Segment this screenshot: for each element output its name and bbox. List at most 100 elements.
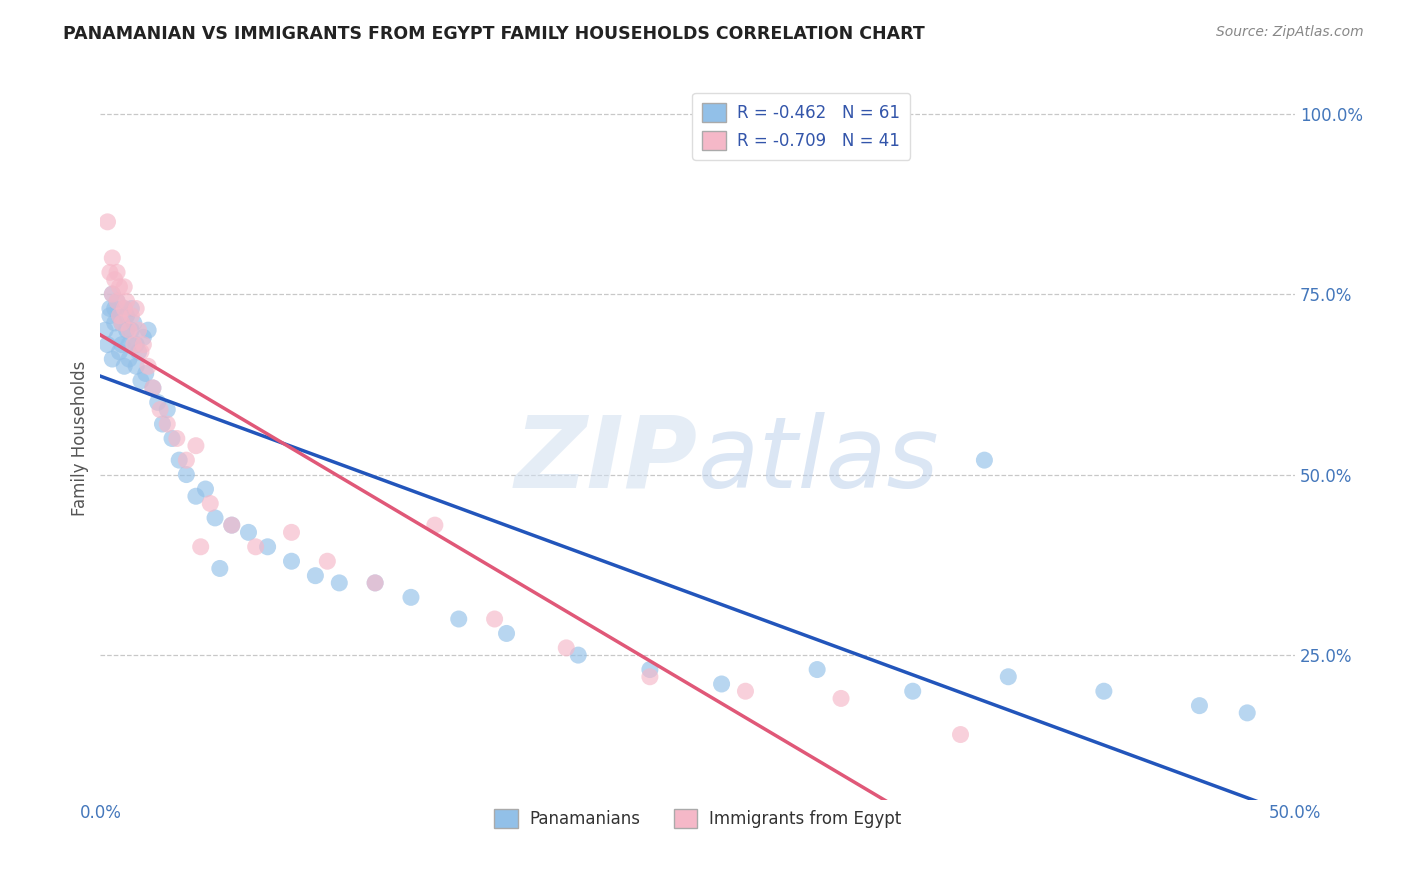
Point [830, 691, 852, 706]
Point [316, 554, 339, 568]
Point [949, 727, 972, 741]
Point [160, 432, 183, 446]
Point [129, 374, 152, 388]
Point [98, 301, 121, 316]
Point [152, 417, 174, 431]
Point [135, 367, 157, 381]
Point [136, 323, 159, 337]
Point [128, 344, 150, 359]
Point [973, 453, 995, 467]
Point [166, 432, 188, 446]
Point [184, 489, 207, 503]
Point [96, 337, 118, 351]
Point [221, 518, 243, 533]
Point [997, 670, 1019, 684]
Point [238, 525, 260, 540]
Point [1092, 684, 1115, 698]
Point [111, 316, 134, 330]
Point [120, 323, 142, 337]
Point [101, 352, 124, 367]
Point [128, 323, 150, 337]
Point [142, 381, 165, 395]
Point [125, 301, 148, 316]
Point [200, 496, 222, 510]
Point [194, 482, 217, 496]
Point [638, 670, 661, 684]
Point [638, 663, 661, 677]
Point [111, 316, 134, 330]
Point [122, 337, 145, 351]
Point [176, 453, 198, 467]
Point [167, 453, 190, 467]
Point [118, 352, 141, 367]
Point [149, 402, 172, 417]
Point [104, 272, 127, 286]
Point [120, 301, 142, 316]
Point [105, 294, 128, 309]
Point [806, 663, 828, 677]
Point [328, 575, 350, 590]
Point [156, 417, 179, 431]
Point [156, 402, 179, 417]
Point [204, 511, 226, 525]
Point [108, 280, 131, 294]
Point [136, 359, 159, 374]
Point [1236, 706, 1258, 720]
Point [184, 439, 207, 453]
Point [555, 640, 578, 655]
Point [101, 287, 124, 301]
Point [129, 344, 152, 359]
Point [112, 301, 135, 316]
Point [221, 518, 243, 533]
Point [94, 323, 117, 337]
Point [280, 554, 302, 568]
Point [108, 309, 131, 323]
Point [125, 359, 148, 374]
Point [112, 280, 135, 294]
Point [245, 540, 267, 554]
Point [901, 684, 924, 698]
Text: ZIP: ZIP [515, 411, 697, 508]
Point [115, 309, 138, 323]
Point [105, 330, 128, 344]
Point [132, 337, 155, 351]
Point [98, 309, 121, 323]
Point [115, 323, 138, 337]
Point [104, 301, 127, 316]
Point [364, 575, 387, 590]
Point [118, 337, 141, 351]
Point [364, 575, 387, 590]
Text: PANAMANIAN VS IMMIGRANTS FROM EGYPT FAMILY HOUSEHOLDS CORRELATION CHART: PANAMANIAN VS IMMIGRANTS FROM EGYPT FAMI… [63, 25, 925, 43]
Point [101, 287, 124, 301]
Point [208, 561, 231, 575]
Y-axis label: Family Households: Family Households [72, 360, 89, 516]
Point [190, 540, 212, 554]
Point [1188, 698, 1211, 713]
Point [142, 381, 165, 395]
Point [710, 677, 733, 691]
Point [122, 316, 145, 330]
Point [118, 323, 141, 337]
Point [146, 395, 169, 409]
Point [111, 337, 134, 351]
Point [256, 540, 278, 554]
Point [112, 359, 135, 374]
Point [120, 309, 142, 323]
Point [112, 301, 135, 316]
Point [484, 612, 506, 626]
Point [125, 337, 148, 351]
Point [108, 309, 131, 323]
Point [101, 251, 124, 265]
Point [105, 294, 128, 309]
Text: atlas: atlas [697, 411, 939, 508]
Point [304, 568, 326, 582]
Point [108, 344, 131, 359]
Point [280, 525, 302, 540]
Point [447, 612, 470, 626]
Legend: Panamanians, Immigrants from Egypt: Panamanians, Immigrants from Egypt [488, 802, 908, 835]
Point [104, 316, 127, 330]
Point [423, 518, 446, 533]
Point [105, 265, 128, 279]
Point [132, 330, 155, 344]
Point [399, 591, 422, 605]
